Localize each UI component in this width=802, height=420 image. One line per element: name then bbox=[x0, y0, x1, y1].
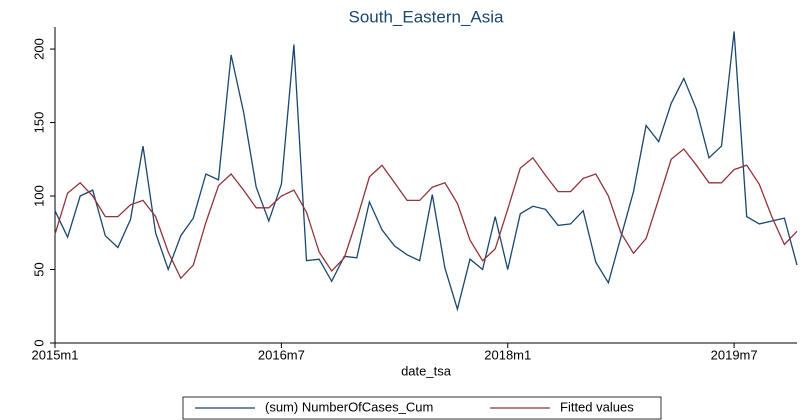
y-tick-label: 200 bbox=[31, 38, 46, 60]
series-line bbox=[54, 148, 798, 280]
x-tick-label: 2016m7 bbox=[258, 347, 305, 362]
x-tick-label: 2018m1 bbox=[484, 347, 531, 362]
y-tick-label: 0 bbox=[31, 339, 46, 346]
chart-title: South_Eastern_Asia bbox=[349, 7, 505, 26]
series-line bbox=[54, 31, 798, 312]
legend-box bbox=[182, 396, 662, 420]
legend-label: (sum) NumberOfCases_Cum bbox=[265, 399, 433, 414]
y-tick-label: 50 bbox=[31, 262, 46, 276]
x-tick-label: 2019m7 bbox=[711, 347, 758, 362]
y-tick-label: 100 bbox=[31, 185, 46, 207]
x-tick-label: 2015m1 bbox=[32, 347, 79, 362]
legend-label: Fitted values bbox=[560, 399, 634, 414]
x-axis-title: date_tsa bbox=[401, 363, 452, 378]
y-tick-label: 150 bbox=[31, 112, 46, 134]
